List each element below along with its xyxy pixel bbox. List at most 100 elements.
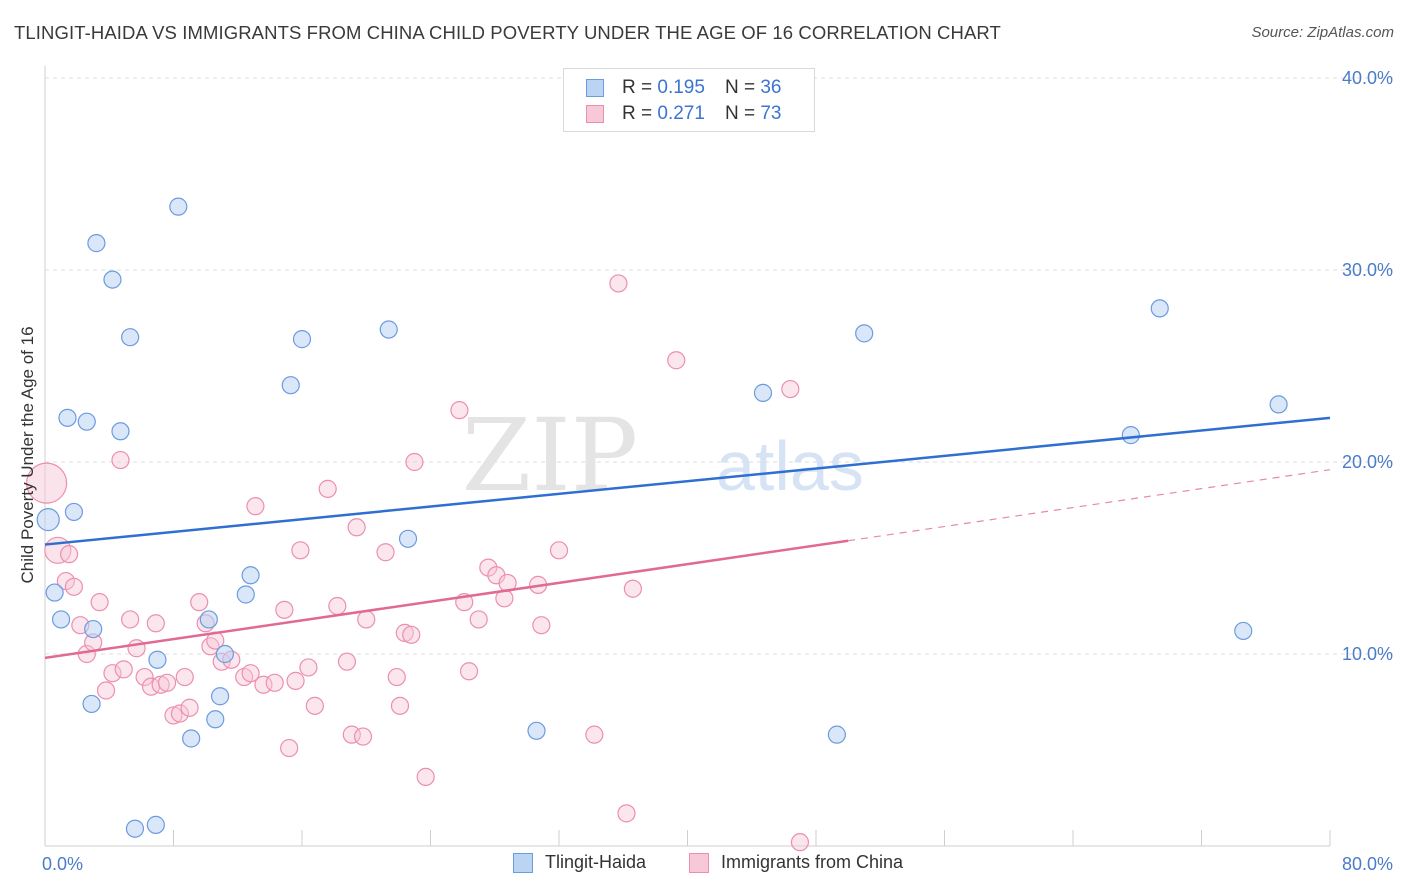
data-point: [450, 401, 469, 420]
data-point: [376, 543, 395, 562]
r-value: 0.271: [657, 103, 705, 124]
data-point: [1121, 426, 1140, 445]
y-tick-label: 30.0%: [1342, 260, 1393, 280]
legend-label: Tlingit-Haida: [545, 852, 647, 872]
data-point: [275, 600, 294, 619]
data-point: [1234, 621, 1253, 641]
data-point: [318, 479, 337, 498]
data-point: [87, 234, 106, 253]
data-point: [390, 696, 410, 715]
data-point: [241, 566, 260, 585]
data-point: [395, 623, 414, 642]
data-point: [151, 675, 170, 694]
data-point: [347, 518, 366, 537]
y-axis-title: Child Poverty Under the Age of 16: [18, 326, 37, 583]
stats-row-tlingit-haida: R = 0.195 N = 36: [586, 75, 781, 101]
series-tlingit-haida: [36, 70, 1288, 838]
data-point: [379, 320, 398, 339]
data-point: [781, 379, 800, 399]
legend-item-tlingit-haida[interactable]: Tlingit-Haida: [513, 852, 646, 873]
data-point: [111, 422, 130, 441]
data-point: [58, 408, 77, 427]
data-point: [114, 660, 133, 679]
data-point: [254, 675, 273, 694]
data-point: [164, 706, 183, 725]
data-point: [617, 804, 636, 823]
data-point: [549, 541, 569, 560]
r-value: 0.195: [657, 77, 705, 98]
stats-row-immigrants-from-china: R = 0.271 N = 73: [586, 101, 781, 127]
source-label: Source: ZipAtlas.com: [1251, 24, 1394, 41]
data-point: [265, 673, 284, 692]
data-point: [357, 610, 376, 629]
n-value: 73: [760, 103, 782, 124]
n-value: 36: [760, 77, 782, 98]
data-point: [609, 274, 628, 293]
y-tick-label: 20.0%: [1342, 452, 1393, 472]
trend-line-tlingit-haida: [44, 416, 1331, 546]
data-point: [387, 667, 406, 687]
data-point: [210, 687, 230, 706]
data-point: [241, 664, 260, 683]
x-tick-label: 80.0%: [1342, 854, 1393, 874]
data-point: [182, 729, 201, 748]
data-point: [667, 351, 686, 370]
trend-line-extension: [848, 469, 1331, 542]
data-point: [121, 610, 140, 629]
data-point: [36, 507, 60, 532]
data-point: [753, 383, 773, 402]
n-label: N =: [724, 103, 756, 124]
data-point: [1269, 395, 1288, 414]
chart-title: TLINGIT-HAIDA VS IMMIGRANTS FROM CHINA C…: [14, 22, 1001, 43]
data-point: [121, 328, 140, 347]
series-immigrants-from-china: [26, 274, 810, 852]
data-point: [790, 833, 810, 852]
tick-labels: 10.0% 20.0% 30.0% 40.0% 0.0% 80.0%: [42, 68, 1393, 874]
data-point: [585, 725, 604, 744]
data-point: [180, 698, 199, 717]
data-point: [103, 664, 122, 683]
swatch-immigrants-from-china: [586, 105, 604, 123]
data-point: [281, 376, 300, 395]
data-point: [96, 681, 116, 700]
data-point: [64, 502, 84, 522]
data-point: [77, 412, 96, 431]
data-point: [146, 815, 165, 834]
data-point: [64, 577, 84, 596]
data-point: [342, 725, 361, 744]
data-point: [206, 710, 225, 729]
data-point: [299, 658, 318, 677]
data-point: [59, 545, 79, 564]
swatch-immigrants-from-china: [689, 852, 709, 873]
trend-line-immigrants-from-china: [44, 539, 849, 660]
data-point: [157, 673, 177, 692]
swatch-tlingit-haida: [513, 852, 533, 873]
data-point: [127, 639, 146, 658]
data-point: [532, 616, 551, 635]
watermark-zip: ZIP: [462, 397, 638, 514]
data-point: [416, 767, 435, 786]
data-point: [328, 596, 347, 616]
data-point: [459, 662, 479, 681]
data-point: [280, 738, 299, 758]
data-point: [469, 610, 488, 629]
data-point: [827, 725, 846, 744]
legend-item-immigrants-from-china[interactable]: Immigrants from China: [689, 852, 903, 873]
data-point: [169, 197, 188, 216]
data-point: [398, 529, 418, 548]
data-point: [170, 704, 190, 723]
axes: [44, 66, 1331, 847]
data-point: [353, 727, 373, 746]
data-point: [236, 585, 255, 604]
data-point: [199, 610, 218, 629]
data-point: [135, 667, 154, 687]
data-point: [305, 696, 324, 715]
data-point: [45, 583, 64, 602]
data-point: [286, 671, 305, 690]
data-point: [292, 330, 312, 349]
data-point: [175, 667, 194, 687]
data-point: [84, 619, 103, 639]
x-tick-label: 0.0%: [42, 854, 83, 874]
data-point: [337, 652, 357, 671]
series-legend: Tlingit-Haida Immigrants from China: [0, 852, 1406, 878]
